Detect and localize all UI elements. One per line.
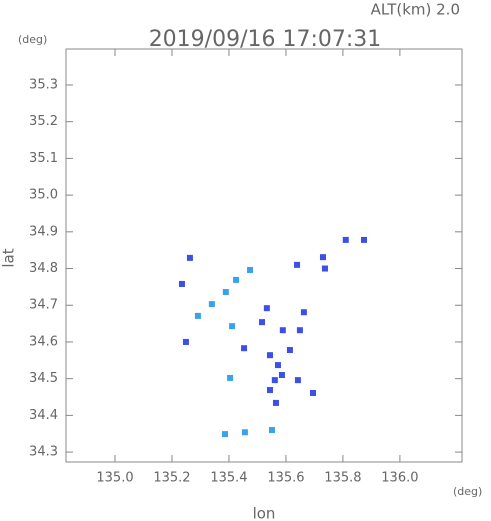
echo-point — [247, 267, 254, 274]
chart-title: 2019/09/16 17:07:31 — [149, 27, 382, 52]
echo-point — [294, 377, 301, 384]
y-tick-label: 34.6 — [29, 334, 58, 349]
y-unit: (deg) — [18, 33, 47, 46]
echo-point — [266, 352, 273, 359]
y-tick-label: 35.0 — [29, 188, 58, 203]
x-tick-label: 135.0 — [96, 471, 133, 486]
echo-point — [321, 265, 328, 272]
echo-point — [233, 276, 240, 283]
echo-point — [222, 289, 229, 296]
echo-point — [178, 280, 185, 287]
echo-point — [319, 254, 326, 261]
y-tick-label: 34.9 — [29, 224, 58, 239]
echo-point — [241, 345, 248, 352]
echo-point — [266, 387, 273, 394]
echo-point — [182, 338, 189, 345]
echo-point — [360, 236, 367, 243]
echo-point — [227, 374, 234, 381]
echo-point — [259, 319, 266, 326]
x-unit: (deg) — [453, 485, 482, 498]
echo-point — [194, 312, 201, 319]
echo-point — [208, 301, 215, 308]
y-tick-label: 35.3 — [29, 77, 58, 92]
x-tick-label: 135.2 — [153, 471, 190, 486]
y-tick-label: 34.7 — [29, 298, 58, 313]
x-tick-label: 135.8 — [324, 471, 361, 486]
echo-point — [263, 305, 270, 312]
x-tick-label: 135.4 — [210, 471, 247, 486]
echo-point — [279, 327, 286, 334]
echo-point — [286, 347, 293, 354]
echo-point — [310, 389, 317, 396]
y-tick-label: 35.2 — [29, 114, 58, 129]
plot-frame — [65, 48, 463, 463]
x-tick-label: 135.6 — [267, 471, 304, 486]
echo-point — [186, 254, 193, 261]
echo-point — [278, 371, 285, 378]
echo-point — [221, 431, 228, 438]
echo-point — [229, 323, 236, 330]
x-tick-label: 136.0 — [381, 471, 418, 486]
echo-point — [274, 362, 281, 369]
y-tick-label: 34.8 — [29, 261, 58, 276]
y-tick-label: 34.5 — [29, 371, 58, 386]
y-tick-label: 34.4 — [29, 408, 58, 423]
y-axis-label: lat — [0, 248, 18, 267]
echo-point — [300, 309, 307, 316]
echo-point — [294, 261, 301, 268]
x-axis-label: lon — [253, 505, 276, 521]
echo-point — [272, 399, 279, 406]
echo-point — [296, 327, 303, 334]
echo-point — [241, 429, 248, 436]
echo-point — [342, 236, 349, 243]
y-tick-label: 35.1 — [29, 151, 58, 166]
y-tick-label: 34.3 — [29, 445, 58, 460]
echo-point — [271, 377, 278, 384]
echo-point — [268, 427, 275, 434]
altitude-label: ALT(km) 2.0 — [371, 1, 460, 19]
